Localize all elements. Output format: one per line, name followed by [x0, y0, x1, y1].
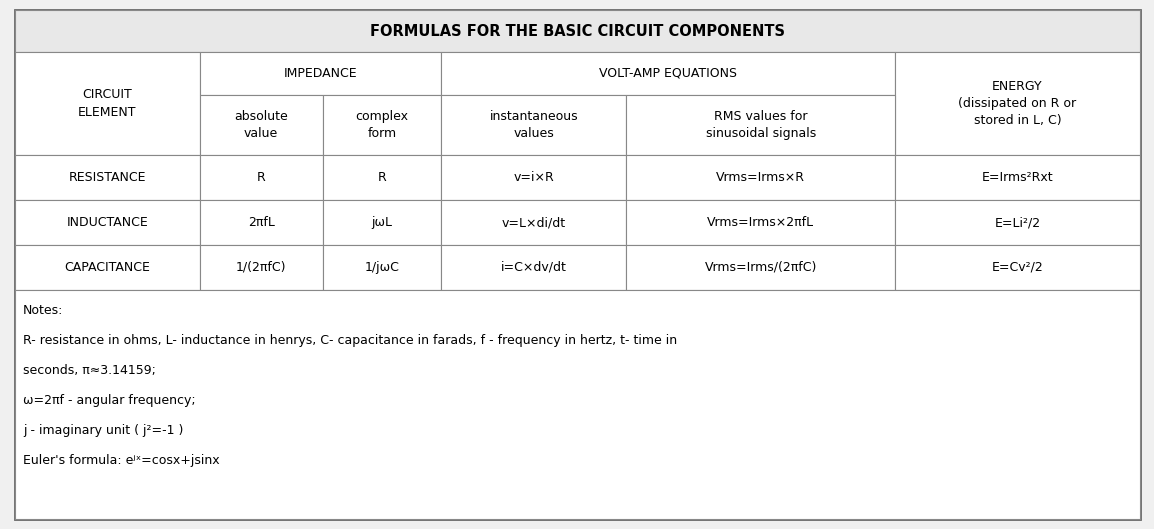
Bar [200, 155, 322, 200]
Text: 1/(2πfC): 1/(2πfC) [237, 261, 286, 274]
Text: R- resistance in ohms, L- inductance in henrys, C- capacitance in farads, f - fr: R- resistance in ohms, L- inductance in … [23, 334, 677, 347]
Bar [15, 155, 200, 200]
Bar [896, 155, 1140, 200]
Text: v=L×di/dt: v=L×di/dt [502, 216, 565, 229]
Bar [441, 245, 627, 290]
Text: seconds, π≈3.14159;: seconds, π≈3.14159; [23, 364, 156, 377]
Bar [322, 200, 441, 245]
Bar [15, 52, 200, 155]
Bar [627, 95, 896, 155]
Bar [322, 95, 441, 155]
Bar [441, 200, 627, 245]
Bar [322, 245, 441, 290]
Text: RESISTANCE: RESISTANCE [69, 171, 147, 184]
Bar [627, 245, 896, 290]
Text: FORMULAS FOR THE BASIC CIRCUIT COMPONENTS: FORMULAS FOR THE BASIC CIRCUIT COMPONENT… [370, 23, 785, 39]
Text: E=Li²/2: E=Li²/2 [995, 216, 1041, 229]
Bar [627, 155, 896, 200]
Text: 1/jωC: 1/jωC [365, 261, 399, 274]
Text: Vrms=Irms/(2πfC): Vrms=Irms/(2πfC) [704, 261, 817, 274]
Text: ENERGY
(dissipated on R or
stored in L, C): ENERGY (dissipated on R or stored in L, … [959, 80, 1077, 127]
Text: VOLT-AMP EQUATIONS: VOLT-AMP EQUATIONS [599, 67, 737, 80]
Text: Notes:: Notes: [23, 304, 63, 317]
Bar [15, 245, 200, 290]
Text: E=Irms²Rxt: E=Irms²Rxt [982, 171, 1054, 184]
Text: R: R [377, 171, 387, 184]
Text: Euler's formula: eʲˣ=cosx+jsinx: Euler's formula: eʲˣ=cosx+jsinx [23, 454, 219, 467]
Text: CIRCUIT
ELEMENT: CIRCUIT ELEMENT [78, 88, 137, 118]
Text: Vrms=Irms×2πfL: Vrms=Irms×2πfL [707, 216, 815, 229]
Text: RMS values for
sinusoidal signals: RMS values for sinusoidal signals [705, 110, 816, 140]
Bar [441, 95, 627, 155]
Text: CAPACITANCE: CAPACITANCE [65, 261, 150, 274]
Bar [627, 200, 896, 245]
Text: R: R [257, 171, 265, 184]
Text: absolute
value: absolute value [234, 110, 288, 140]
Text: INDUCTANCE: INDUCTANCE [67, 216, 149, 229]
Text: IMPEDANCE: IMPEDANCE [284, 67, 358, 80]
Bar [200, 200, 322, 245]
Bar [896, 200, 1140, 245]
Bar [15, 10, 1140, 52]
Bar [896, 52, 1140, 155]
Text: v=i×R: v=i×R [514, 171, 554, 184]
Text: instantaneous
values: instantaneous values [489, 110, 578, 140]
Bar [200, 95, 322, 155]
Text: complex
form: complex form [355, 110, 409, 140]
Bar [200, 245, 322, 290]
Text: E=Cv²/2: E=Cv²/2 [991, 261, 1043, 274]
Bar [200, 52, 441, 95]
Bar [322, 155, 441, 200]
Bar [896, 245, 1140, 290]
Text: j - imaginary unit ( j²=-1 ): j - imaginary unit ( j²=-1 ) [23, 424, 183, 437]
Text: i=C×dv/dt: i=C×dv/dt [501, 261, 567, 274]
Bar [441, 52, 896, 95]
Bar [441, 155, 627, 200]
Text: Vrms=Irms×R: Vrms=Irms×R [717, 171, 805, 184]
Text: ω=2πf - angular frequency;: ω=2πf - angular frequency; [23, 394, 196, 407]
Bar [15, 200, 200, 245]
Bar [15, 290, 1140, 519]
Text: jωL: jωL [372, 216, 392, 229]
Text: 2πfL: 2πfL [248, 216, 275, 229]
